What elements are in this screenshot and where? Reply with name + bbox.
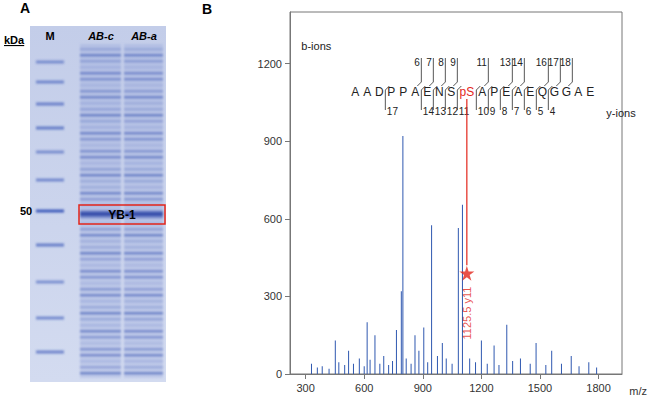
svg-text:13: 13 — [500, 57, 512, 68]
svg-text:14: 14 — [512, 57, 524, 68]
svg-text:5: 5 — [538, 106, 544, 117]
svg-text:Q: Q — [538, 85, 547, 99]
svg-text:16: 16 — [536, 57, 548, 68]
svg-text:A: A — [574, 85, 582, 99]
svg-text:11: 11 — [476, 57, 487, 68]
svg-text:900: 900 — [414, 382, 432, 394]
svg-text:6: 6 — [526, 106, 532, 117]
svg-text:P: P — [387, 85, 395, 99]
svg-text:300: 300 — [296, 382, 314, 394]
svg-text:E: E — [586, 85, 594, 99]
svg-text:600: 600 — [264, 213, 282, 225]
svg-text:D: D — [375, 85, 384, 99]
svg-text:13: 13 — [435, 106, 447, 117]
svg-text:14: 14 — [423, 106, 435, 117]
svg-text:A: A — [478, 85, 486, 99]
svg-text:G: G — [550, 85, 559, 99]
svg-text:E: E — [526, 85, 534, 99]
svg-text:b-ions: b-ions — [301, 40, 331, 52]
svg-text:E: E — [502, 85, 510, 99]
svg-text:A: A — [351, 85, 359, 99]
svg-text:11: 11 — [459, 106, 470, 117]
svg-text:1200: 1200 — [469, 382, 493, 394]
svg-text:1200: 1200 — [258, 58, 282, 70]
svg-text:E: E — [423, 85, 431, 99]
svg-text:600: 600 — [355, 382, 373, 394]
svg-text:A: A — [411, 85, 419, 99]
svg-text:17: 17 — [387, 106, 399, 117]
svg-text:N: N — [435, 85, 444, 99]
svg-text:50: 50 — [20, 205, 32, 217]
svg-text:7: 7 — [426, 57, 432, 68]
svg-text:pS: pS — [459, 85, 474, 99]
svg-text:A: A — [363, 85, 371, 99]
svg-text:8: 8 — [502, 106, 508, 117]
svg-text:8: 8 — [438, 57, 444, 68]
svg-text:YB-1: YB-1 — [108, 208, 136, 222]
svg-text:AB-a: AB-a — [130, 30, 157, 42]
svg-text:18: 18 — [560, 57, 572, 68]
svg-text:12: 12 — [447, 106, 459, 117]
svg-text:6: 6 — [414, 57, 420, 68]
svg-text:y-ions: y-ions — [606, 107, 636, 119]
svg-text:m/z: m/z — [629, 385, 647, 397]
svg-text:M: M — [45, 30, 54, 42]
svg-text:A: A — [20, 0, 30, 16]
svg-text:9: 9 — [450, 57, 456, 68]
svg-text:S: S — [447, 85, 455, 99]
svg-text:G: G — [562, 85, 571, 99]
svg-text:4: 4 — [550, 106, 556, 117]
svg-text:17: 17 — [548, 57, 560, 68]
svg-text:9: 9 — [490, 106, 496, 117]
svg-text:A: A — [514, 85, 522, 99]
svg-text:1125.5 y11: 1125.5 y11 — [461, 287, 473, 340]
svg-text:kDa: kDa — [4, 34, 25, 46]
svg-text:AB-c: AB-c — [87, 30, 114, 42]
svg-text:P: P — [399, 85, 407, 99]
svg-text:B: B — [202, 1, 212, 17]
svg-text:7: 7 — [514, 106, 520, 117]
svg-text:1800: 1800 — [586, 382, 610, 394]
svg-text:0: 0 — [276, 368, 282, 380]
svg-text:10: 10 — [478, 106, 490, 117]
svg-text:P: P — [490, 85, 498, 99]
svg-text:1500: 1500 — [528, 382, 552, 394]
svg-text:900: 900 — [264, 135, 282, 147]
svg-text:300: 300 — [264, 290, 282, 302]
